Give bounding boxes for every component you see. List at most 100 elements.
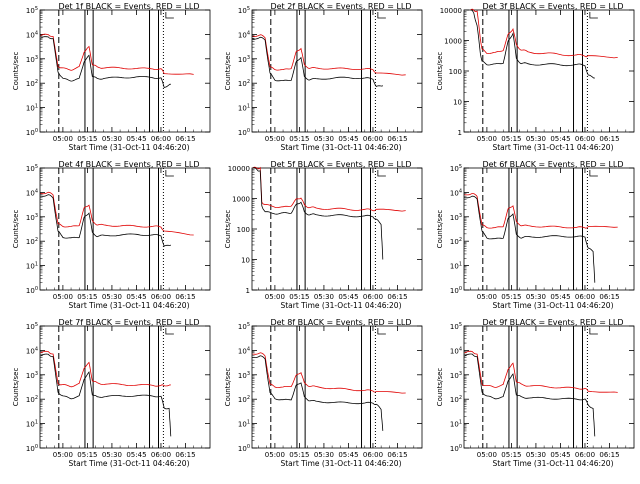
chart-title: Det 6f BLACK = Events, RED = LLD: [482, 160, 623, 169]
x-tick-label: 06:00: [575, 293, 595, 301]
x-tick-label: 05:00: [477, 293, 497, 301]
y-tick-label: 105: [26, 164, 38, 173]
x-tick-label: 05:15: [501, 135, 521, 143]
y-tick-label: 10000: [228, 165, 250, 173]
chart-title: Det 3f BLACK = Events, RED = LLD: [482, 2, 623, 11]
x-tick-label: 05:45: [126, 293, 146, 301]
y-tick-label: 1: [458, 129, 462, 137]
x-tick-label: 05:30: [314, 135, 334, 143]
x-tick-label: 05:00: [53, 293, 73, 301]
series-line-lld: [40, 350, 171, 388]
x-tick-label: 05:15: [289, 293, 309, 301]
chart-panel-4: Det 4f BLACK = Events, RED = LLD 100 101 10…: [12, 160, 211, 310]
interval-bracket: [589, 12, 598, 19]
x-tick-label: 06:00: [151, 293, 171, 301]
x-tick-label: 05:15: [289, 135, 309, 143]
y-tick-label: 101: [26, 104, 38, 113]
y-tick-label: 102: [26, 79, 38, 88]
x-tick-label: 05:00: [265, 451, 285, 459]
y-tick-label: 102: [26, 237, 38, 246]
y-tick-label: 103: [26, 55, 38, 64]
series-line-events: [40, 353, 172, 437]
y-axis-title: Counts/sec: [436, 210, 444, 249]
x-tick-label: 06:15: [387, 293, 407, 301]
y-tick-label: 102: [238, 395, 250, 404]
x-tick-label: 06:15: [387, 135, 407, 143]
y-axis-title: Counts/sec: [224, 368, 232, 407]
series-line-events: [464, 195, 596, 283]
x-axis-title: Start Time (31-Oct-11 04:46:20): [68, 143, 189, 152]
x-tick-label: 05:30: [102, 135, 122, 143]
interval-bracket: [377, 170, 386, 177]
chart-title: Det 7f BLACK = Events, RED = LLD: [58, 318, 199, 327]
chart-title: Det 9f BLACK = Events, RED = LLD: [482, 318, 623, 327]
y-tick-label: 104: [238, 346, 250, 355]
x-tick-label: 05:00: [477, 451, 497, 459]
x-tick-label: 05:00: [265, 293, 285, 301]
chart-panel-8: Det 8f BLACK = Events, RED = LLD 100 101 10…: [224, 318, 423, 468]
x-tick-label: 05:45: [338, 135, 358, 143]
y-tick-label: 104: [26, 346, 38, 355]
series-line-events: [40, 194, 172, 247]
y-tick-label: 104: [26, 188, 38, 197]
plot-frame: [39, 325, 211, 449]
series-line-lld: [464, 350, 618, 393]
x-axis-title: Start Time (31-Oct-11 04:46:20): [280, 143, 401, 152]
y-tick-label: 103: [450, 213, 462, 222]
chart-title: Det 2f BLACK = Events, RED = LLD: [270, 2, 411, 11]
x-tick-label: 06:00: [151, 135, 171, 143]
x-tick-label: 06:00: [151, 451, 171, 459]
plot-frame: [251, 325, 423, 449]
series-line-events: [252, 167, 384, 260]
y-tick-label: 101: [238, 420, 250, 429]
interval-bracket: [377, 328, 386, 335]
x-tick-label: 05:30: [102, 293, 122, 301]
y-tick-label: 100: [238, 444, 250, 453]
x-tick-label: 06:00: [575, 135, 595, 143]
x-tick-label: 05:15: [77, 135, 97, 143]
y-axis-title: Counts/sec: [12, 368, 20, 407]
x-tick-label: 06:00: [363, 135, 383, 143]
x-tick-label: 05:15: [501, 293, 521, 301]
plot-frame: [251, 167, 423, 291]
chart-title: Det 1f BLACK = Events, RED = LLD: [58, 2, 199, 11]
y-tick-label: 105: [238, 6, 250, 15]
y-tick-label: 100: [450, 444, 462, 453]
x-axis-title: Start Time (31-Oct-11 04:46:20): [68, 301, 189, 310]
y-tick-label: 101: [450, 262, 462, 271]
chart-title: Det 5f BLACK = Events, RED = LLD: [270, 160, 411, 169]
y-tick-label: 102: [450, 237, 462, 246]
series-line-events: [470, 9, 595, 79]
x-tick-label: 05:30: [314, 293, 334, 301]
x-tick-label: 05:15: [289, 451, 309, 459]
x-axis-title: Start Time (31-Oct-11 04:46:20): [492, 301, 613, 310]
chart-title: Det 8f BLACK = Events, RED = LLD: [270, 318, 411, 327]
interval-bracket: [165, 12, 174, 19]
y-tick-label: 100: [237, 226, 250, 234]
plot-frame: [39, 9, 211, 133]
y-tick-label: 100: [26, 128, 38, 137]
y-tick-label: 100: [26, 286, 38, 295]
x-tick-label: 06:15: [175, 293, 195, 301]
y-tick-label: 104: [450, 346, 462, 355]
chart-panel-1: Det 1f BLACK = Events, RED = LLD 100 101 10…: [12, 2, 211, 152]
y-tick-label: 104: [26, 30, 38, 39]
y-tick-label: 102: [26, 395, 38, 404]
y-tick-label: 100: [238, 128, 250, 137]
x-axis-title: Start Time (31-Oct-11 04:46:20): [68, 459, 189, 468]
y-tick-label: 101: [26, 262, 38, 271]
x-tick-label: 05:15: [77, 451, 97, 459]
y-tick-label: 1000: [232, 196, 250, 204]
y-tick-label: 100: [449, 68, 462, 76]
series-line-events: [252, 355, 384, 431]
y-axis-title: Counts/sec: [436, 52, 444, 91]
chart-panel-2: Det 2f BLACK = Events, RED = LLD 100 101 10…: [224, 2, 423, 152]
x-tick-label: 06:15: [387, 451, 407, 459]
chart-title: Det 4f BLACK = Events, RED = LLD: [58, 160, 199, 169]
y-axis-title: Counts/sec: [224, 52, 232, 91]
y-tick-label: 102: [450, 395, 462, 404]
y-tick-label: 103: [450, 371, 462, 380]
x-tick-label: 06:15: [599, 135, 619, 143]
interval-bracket: [165, 170, 174, 177]
